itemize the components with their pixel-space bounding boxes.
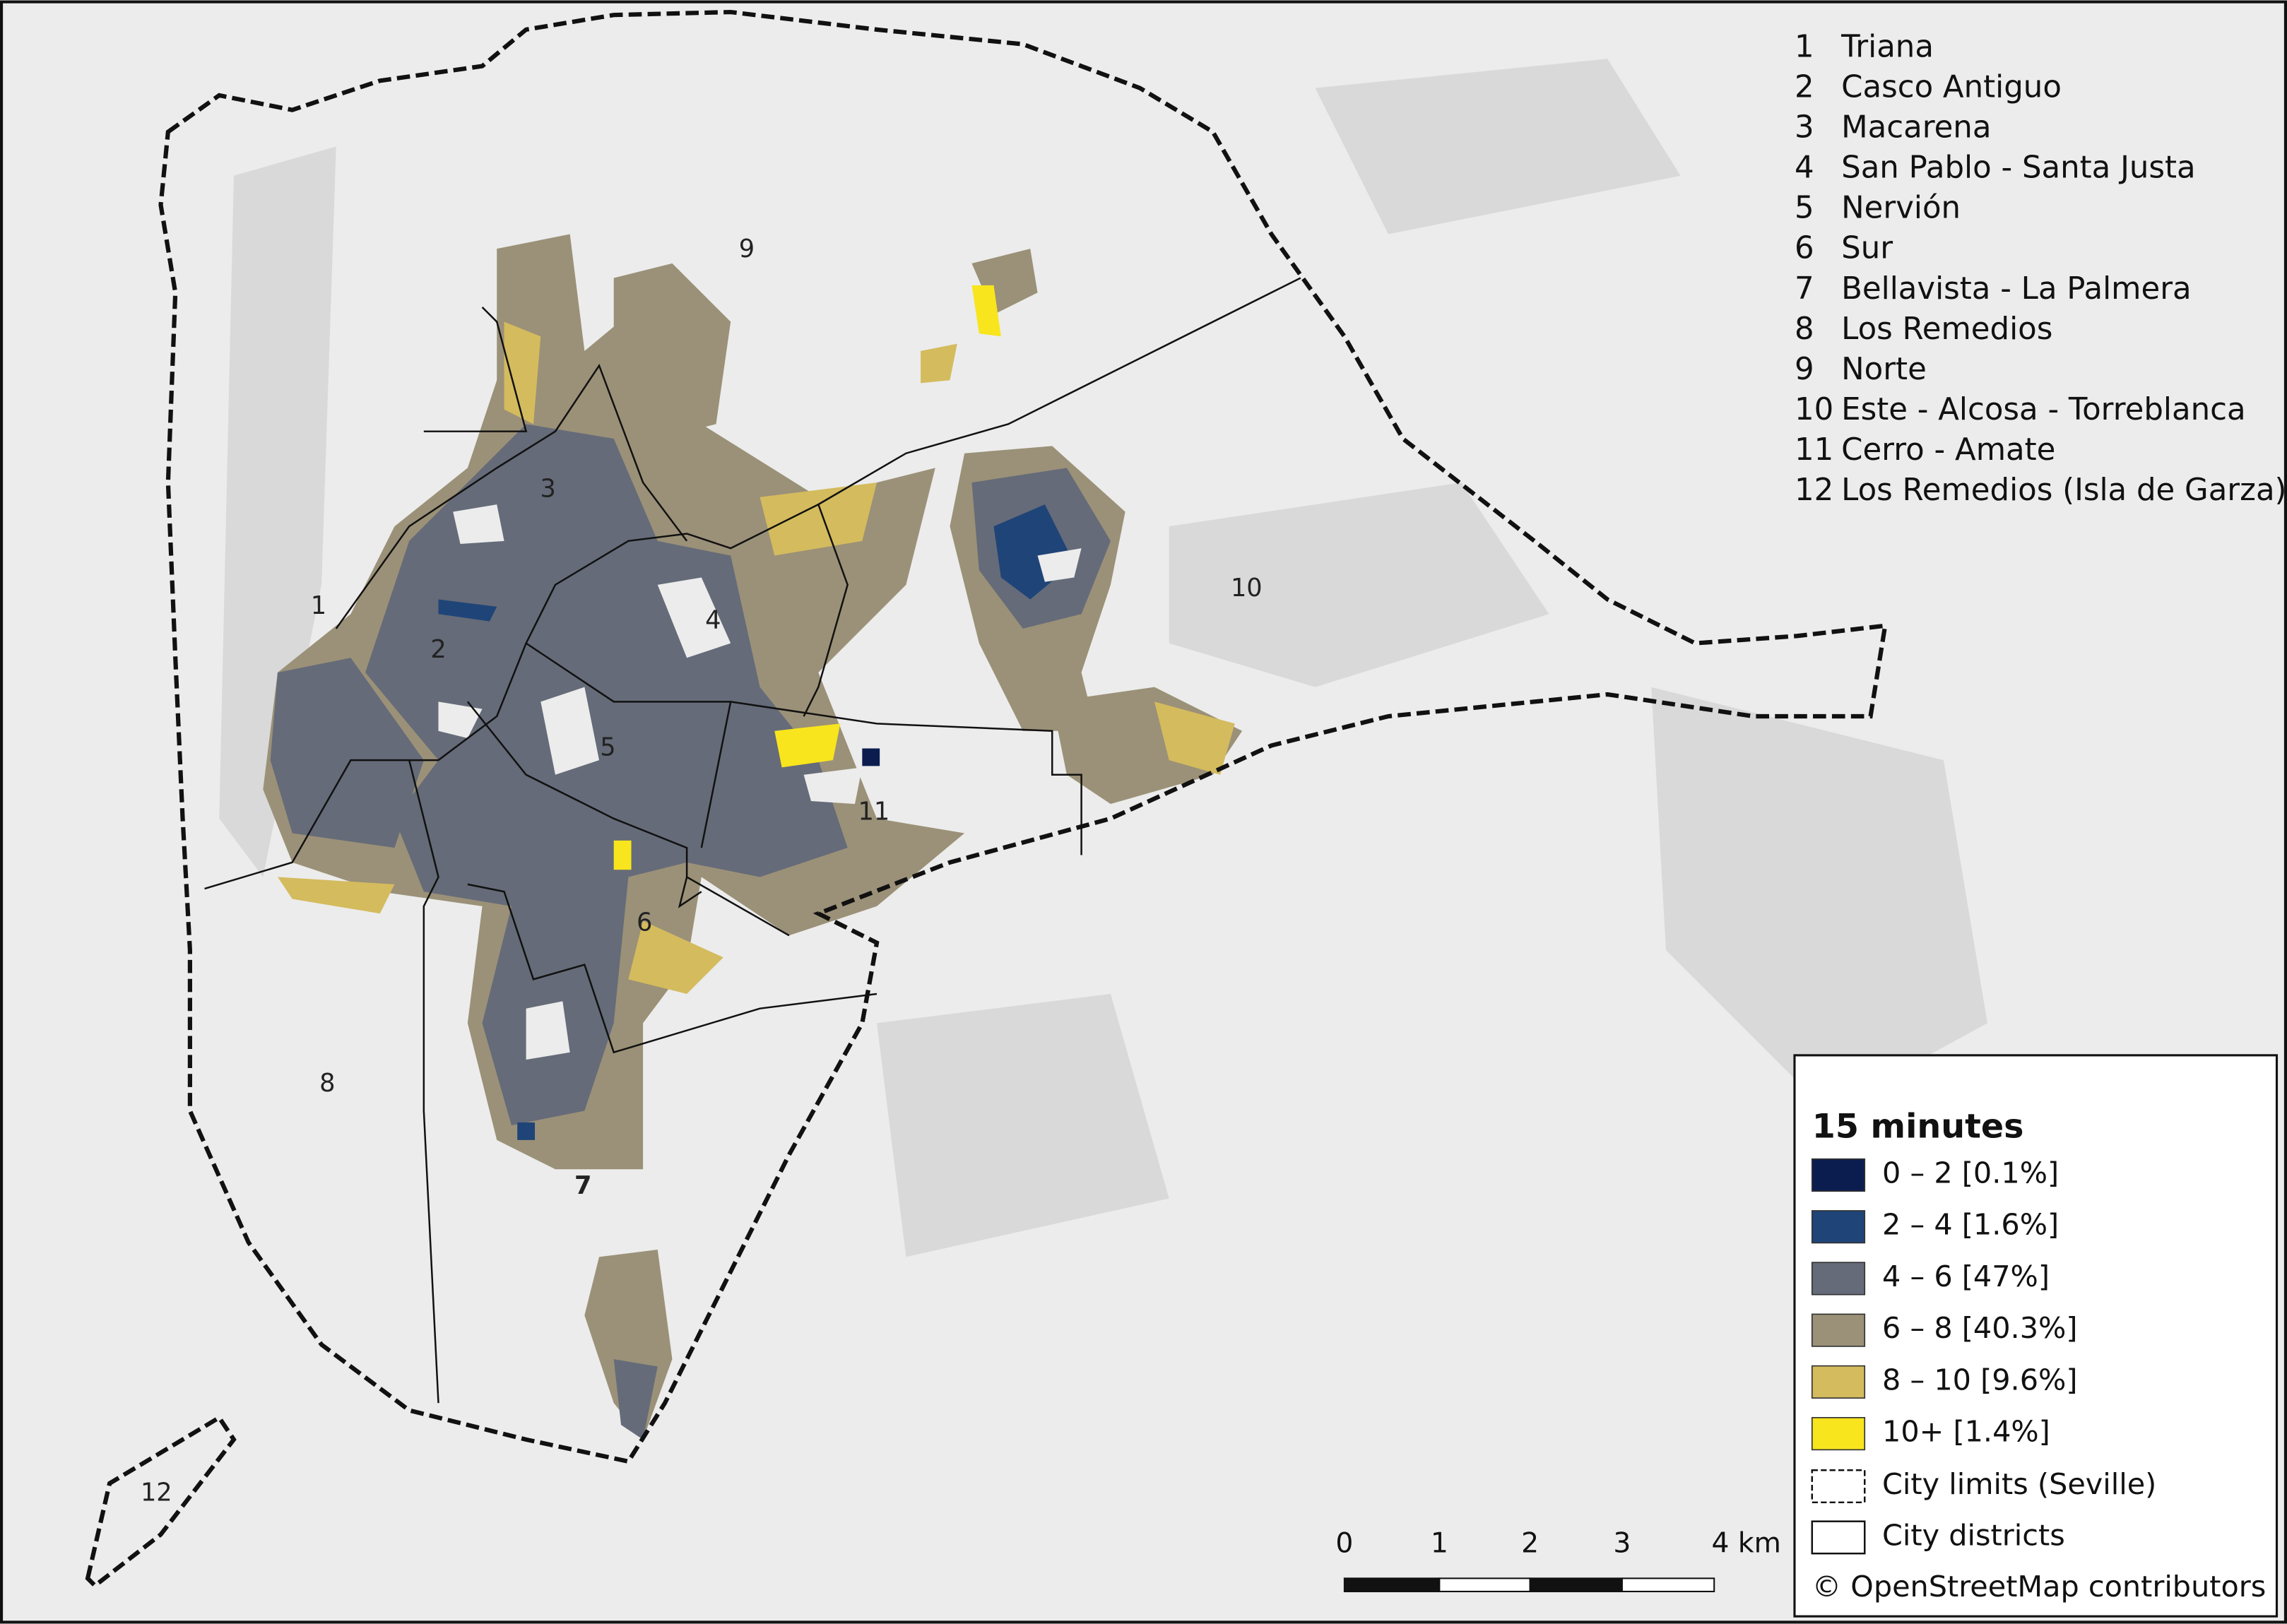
district-number: 3 bbox=[1795, 109, 1814, 145]
district-label: 2 bbox=[430, 635, 446, 664]
legend-label: 0 – 2 [0.1%] bbox=[1882, 1156, 2059, 1190]
district-name: Este - Alcosa - Torreblanca bbox=[1841, 392, 2245, 427]
district-number: 9 bbox=[1795, 352, 1814, 387]
district-number: 8 bbox=[1795, 312, 1814, 347]
district-number: 12 bbox=[1795, 473, 1833, 508]
district-number: 11 bbox=[1795, 432, 1833, 468]
district-label: 7 bbox=[574, 1171, 591, 1200]
legend-swatch bbox=[1811, 1158, 1866, 1192]
basemap-areas bbox=[219, 59, 1987, 1257]
legend-label: City districts bbox=[1882, 1518, 2065, 1552]
scale-label: 3 bbox=[1613, 1527, 1631, 1559]
district-label: 5 bbox=[600, 733, 615, 762]
attribution: © OpenStreetMap contributors bbox=[1812, 1570, 2267, 1604]
district-name: Los Remedios (Isla de Garza) bbox=[1841, 473, 2286, 508]
district-name: Los Remedios bbox=[1841, 312, 2052, 347]
district-name: Casco Antiguo bbox=[1841, 69, 2062, 105]
district-label: 11 bbox=[858, 798, 890, 826]
legend-title: 15 minutes bbox=[1812, 1107, 2024, 1146]
district-label: 9 bbox=[739, 235, 755, 263]
district-name: San Pablo - Santa Justa bbox=[1841, 150, 2196, 186]
legend-swatch bbox=[1811, 1313, 1866, 1347]
scale-bar: 0 1 2 3 4 km bbox=[1335, 1527, 1781, 1593]
scale-segment bbox=[1529, 1577, 1623, 1593]
district-name: Cerro - Amate bbox=[1841, 432, 2055, 468]
legend-label: 6 – 8 [40.3%] bbox=[1882, 1311, 2077, 1345]
district-label: 4 bbox=[705, 606, 721, 635]
district-name: Bellavista - La Palmera bbox=[1841, 271, 2192, 307]
district-list: 1 Triana 2 Casco Antiguo 3 Macarena 4 San Pablo… bbox=[1795, 29, 2287, 508]
legend-swatch bbox=[1811, 1210, 1866, 1244]
district-number: 2 bbox=[1795, 69, 1814, 105]
district-name: Sur bbox=[1841, 231, 1893, 266]
legend-label: 8 – 10 [9.6%] bbox=[1882, 1363, 2077, 1397]
legend-swatch bbox=[1811, 1469, 1866, 1504]
city-limits bbox=[85, 9, 1888, 1589]
district-number: 1 bbox=[1795, 29, 1814, 64]
district-boundaries bbox=[204, 277, 1301, 1404]
district-name: Macarena bbox=[1841, 109, 1991, 145]
legend-swatch bbox=[1811, 1417, 1866, 1451]
legend-label: 10+ [1.4%] bbox=[1882, 1415, 2050, 1449]
scale-segment bbox=[1621, 1577, 1715, 1593]
district-label: 8 bbox=[319, 1069, 335, 1098]
scale-segment bbox=[1343, 1577, 1441, 1593]
district-label: 12 bbox=[141, 1478, 172, 1507]
district-number: 6 bbox=[1795, 231, 1814, 266]
legend-label: City limits (Seville) bbox=[1882, 1467, 2156, 1501]
scale-label: 1 bbox=[1431, 1527, 1448, 1559]
district-label: 10 bbox=[1231, 574, 1263, 603]
scale-label: 4 km bbox=[1711, 1527, 1781, 1559]
legend-swatch bbox=[1811, 1365, 1866, 1399]
district-number: 7 bbox=[1795, 271, 1814, 307]
district-name: Nervión bbox=[1841, 191, 1961, 226]
district-name: Norte bbox=[1841, 352, 1927, 387]
district-label: 6 bbox=[637, 908, 652, 937]
scale-label: 0 bbox=[1335, 1527, 1353, 1559]
scale-label: 2 bbox=[1521, 1527, 1539, 1559]
legend-box bbox=[1793, 1054, 2279, 1618]
scale-segment bbox=[1438, 1577, 1531, 1593]
legend: 15 minutes 0 – 2 [0.1%] 2 – 4 [1.6%] 4 – 6 … bbox=[1793, 1054, 2279, 1618]
legend-swatch bbox=[1811, 1262, 1866, 1296]
legend-label: 4 – 6 [47%] bbox=[1882, 1260, 2050, 1293]
district-number: 5 bbox=[1795, 191, 1814, 226]
district-number: 4 bbox=[1795, 150, 1814, 186]
district-label: 3 bbox=[540, 474, 555, 503]
legend-swatch bbox=[1811, 1520, 1866, 1555]
district-label: 1 bbox=[311, 591, 326, 620]
district-name: Triana bbox=[1840, 29, 1934, 64]
district-number: 10 bbox=[1795, 392, 1833, 427]
legend-label: 2 – 4 [1.6%] bbox=[1882, 1208, 2059, 1242]
